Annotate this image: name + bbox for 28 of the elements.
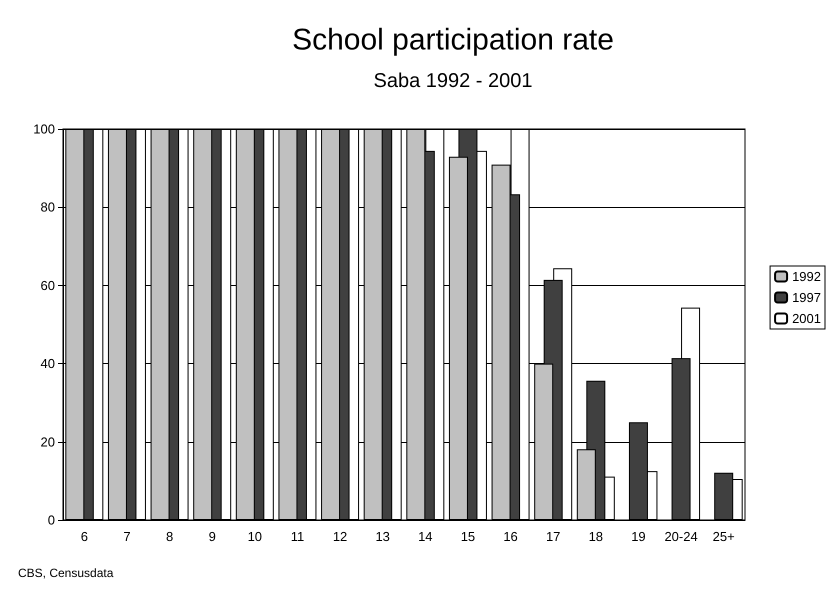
- x-tick-label: 17: [546, 529, 560, 544]
- x-tick-label: 6: [80, 529, 88, 544]
- x-tick-label: 15: [460, 529, 476, 544]
- y-tick-label: 80: [40, 200, 55, 215]
- x-tick-label: 25+: [712, 529, 735, 544]
- y-tick-label: 60: [40, 278, 55, 293]
- x-tick-label: 16: [503, 529, 518, 544]
- x-tick-label: 19: [631, 529, 646, 544]
- y-tick-label: 40: [40, 356, 55, 372]
- legend-label: 2001: [792, 311, 821, 326]
- y-tick-label: 100: [33, 122, 55, 136]
- x-tick-label: 14: [418, 529, 433, 544]
- legend-label: 1992: [792, 269, 821, 284]
- chart-title: School participation rate: [292, 24, 614, 56]
- legend-label: 1997: [792, 290, 821, 305]
- y-tick-label: 0: [48, 512, 55, 528]
- x-tick-label: 12: [332, 529, 348, 544]
- x-tick-label: 8: [166, 529, 174, 544]
- x-tick-label: 11: [290, 529, 304, 544]
- x-tick-label: 18: [588, 529, 604, 544]
- x-tick-label: 9: [208, 529, 216, 544]
- x-tick-label: 7: [123, 529, 131, 544]
- x-tick-label: 10: [248, 529, 262, 544]
- text: CBS, Censusdata: [18, 566, 114, 580]
- x-tick-label: 13: [375, 529, 390, 544]
- x-tick-label: 20-24: [664, 529, 698, 544]
- chart-subtitle: Saba 1992 - 2001: [373, 70, 533, 92]
- y-tick-label: 20: [40, 434, 55, 450]
